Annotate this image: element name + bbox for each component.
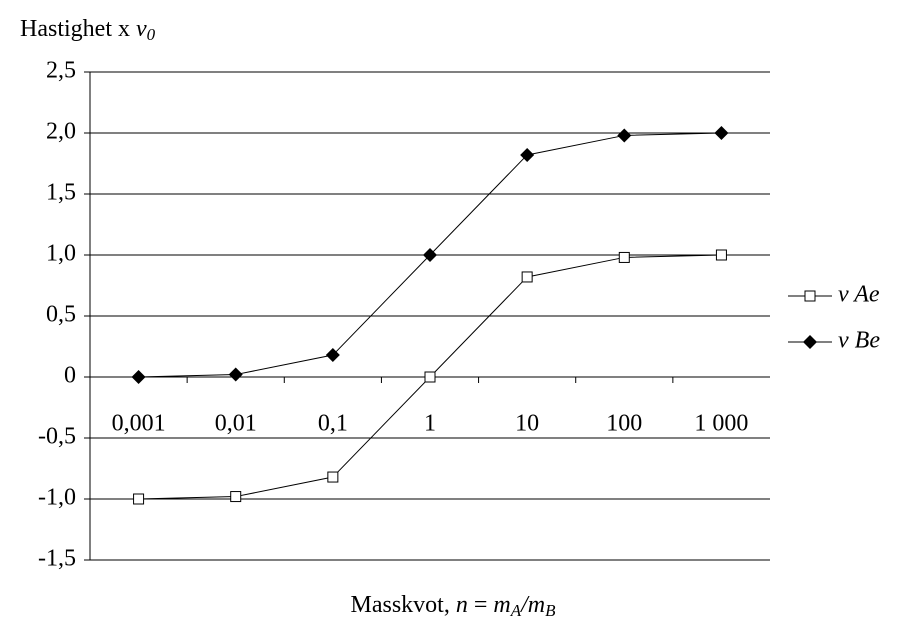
y-tick-label: 1,0	[46, 241, 76, 267]
marker	[617, 128, 632, 143]
marker	[327, 471, 339, 483]
marker	[424, 371, 436, 383]
y-tick-label: -0,5	[38, 424, 76, 450]
marker	[133, 493, 145, 505]
x-tick-label: 100	[606, 411, 642, 437]
y-tick-label: -1,5	[38, 546, 76, 572]
x-tick-label: 0,001	[112, 411, 166, 437]
y-tick-label: 0	[64, 363, 76, 389]
marker	[714, 126, 729, 140]
y-tick-label: 1,5	[46, 180, 76, 206]
marker	[715, 249, 727, 261]
x-axis-title: Masskvot, n = mA/mB	[350, 592, 556, 620]
marker	[228, 367, 243, 382]
x-tick-label: 1 000	[694, 411, 748, 437]
y-tick-label: 0,5	[46, 302, 76, 328]
x-tick-label: 1	[424, 411, 436, 437]
marker	[325, 348, 340, 363]
legend-label: v Ae	[838, 282, 880, 308]
y-axis-title: Hastighet x v0	[20, 16, 156, 44]
marker	[804, 290, 816, 302]
marker	[521, 271, 533, 283]
legend-label: v Be	[838, 328, 880, 354]
y-tick-label: 2,0	[46, 119, 76, 145]
y-tick-label: -1,0	[38, 485, 76, 511]
marker	[423, 248, 437, 262]
marker	[520, 147, 535, 162]
x-tick-label: 0,01	[215, 411, 257, 437]
marker	[230, 491, 242, 503]
x-tick-label: 0,1	[318, 411, 348, 437]
marker	[803, 335, 817, 349]
marker	[131, 370, 146, 384]
x-tick-label: 10	[515, 411, 539, 437]
y-tick-label: 2,5	[46, 58, 76, 84]
marker	[618, 251, 630, 263]
